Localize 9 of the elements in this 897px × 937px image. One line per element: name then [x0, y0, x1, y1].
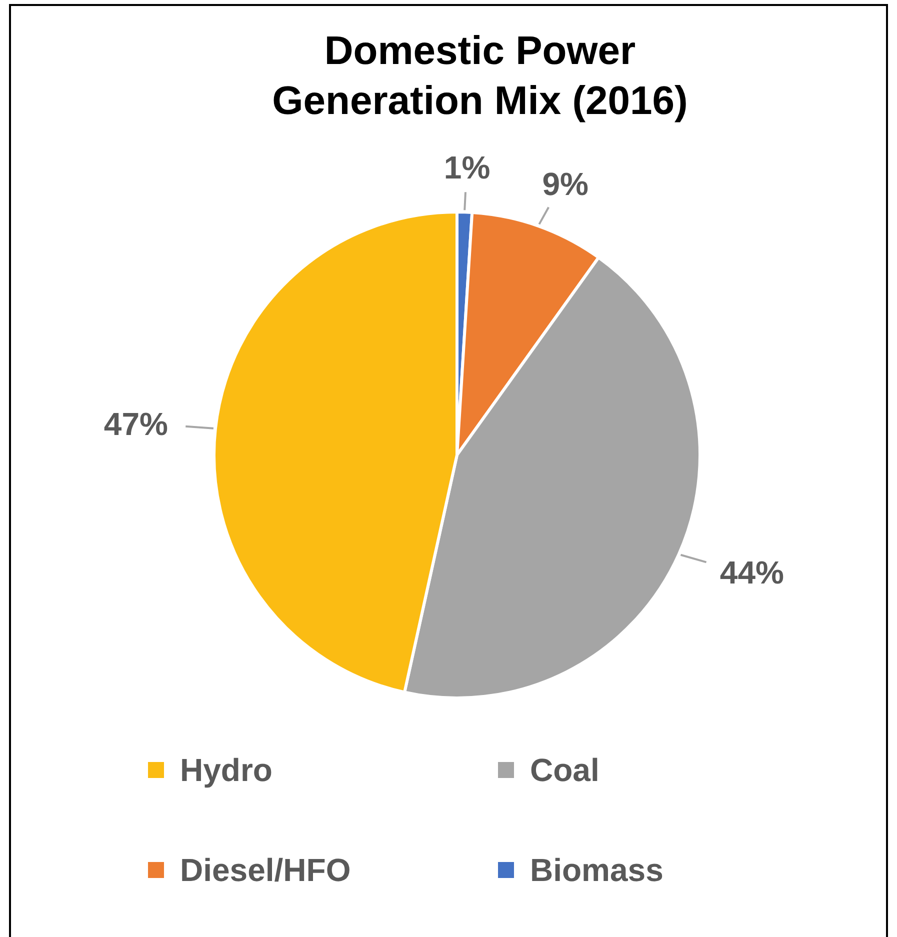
data-label: 44%: [720, 554, 784, 591]
chart-title: Domestic Power Generation Mix (2016): [272, 29, 688, 123]
data-label: 9%: [542, 166, 588, 202]
legend-label: Biomass: [530, 852, 664, 888]
legend-label: Hydro: [180, 752, 272, 788]
legend-label: Diesel/HFO: [180, 852, 351, 888]
data-label: 1%: [444, 149, 490, 186]
legend-label: Coal: [530, 752, 600, 788]
data-label: 47%: [104, 406, 168, 442]
